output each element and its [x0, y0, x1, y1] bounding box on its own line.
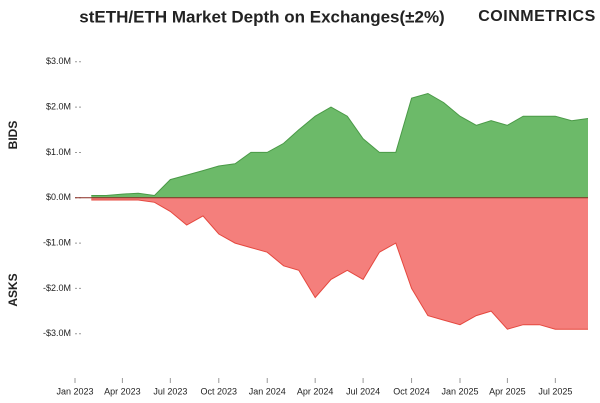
x-tick-label: Jul 2024	[346, 386, 380, 396]
x-tick-label: Jul 2023	[153, 386, 187, 396]
y-tick-label: $0.0M	[46, 192, 71, 202]
brand-logo: COINMETRICS	[478, 8, 596, 25]
x-tick-label: Oct 2024	[393, 386, 430, 396]
x-tick-label: Apr 2023	[104, 386, 141, 396]
x-tick-label: Apr 2025	[489, 386, 526, 396]
y-tick-label: -$1.0M	[43, 237, 71, 247]
y-tick-label: -$3.0M	[43, 328, 71, 338]
y-tick-label: $2.0M	[46, 101, 71, 111]
area-line	[91, 199, 588, 330]
bids-axis-label: BIDS	[6, 121, 20, 150]
y-tick-label: $3.0M	[46, 56, 71, 66]
asks-axis-label: ASKS	[6, 273, 20, 306]
x-tick-label: Apr 2024	[297, 386, 334, 396]
area-line	[91, 92, 589, 197]
x-tick-label: Jan 2024	[249, 386, 286, 396]
chart-title: stETH/ETH Market Depth on Exchanges(±2%)	[79, 7, 444, 26]
x-tick-label: Oct 2023	[201, 386, 238, 396]
x-tick-label: Jul 2025	[538, 386, 572, 396]
y-tick-label: -$2.0M	[43, 283, 71, 293]
area-fill	[91, 93, 589, 198]
x-tick-label: Jan 2025	[441, 386, 478, 396]
y-tick-label: $1.0M	[46, 147, 71, 157]
x-tick-label: Jan 2023	[56, 386, 93, 396]
area-fill	[91, 197, 589, 330]
